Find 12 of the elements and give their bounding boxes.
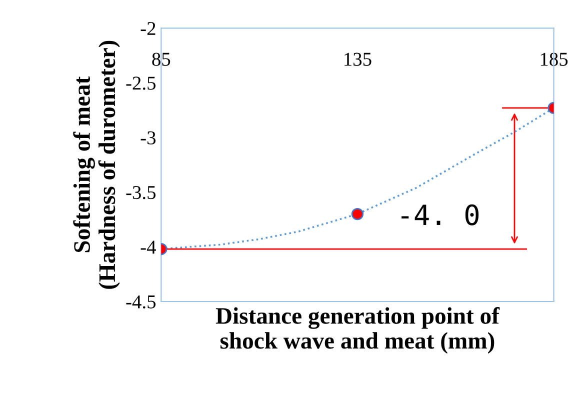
x-tick-label: 85 bbox=[152, 52, 170, 66]
y-tick-label: -2 bbox=[140, 22, 156, 35]
x-tick-label: 185 bbox=[540, 52, 568, 66]
y-tick-label: -3.5 bbox=[126, 186, 156, 200]
y-axis-title: Softening of meat (Hardness of durometer) bbox=[73, 40, 120, 289]
x-tick-label: 135 bbox=[344, 52, 372, 66]
y-tick-label: -4 bbox=[140, 240, 156, 254]
y-tick-label: -2.5 bbox=[126, 76, 156, 90]
annotation: -4. 0 bbox=[402, 204, 479, 226]
y-tick-label: -3 bbox=[140, 131, 156, 144]
x-axis-title: Distance generation point of shock wave and meat (mm) bbox=[216, 307, 500, 354]
y-tick-label: -4.5 bbox=[126, 295, 156, 309]
